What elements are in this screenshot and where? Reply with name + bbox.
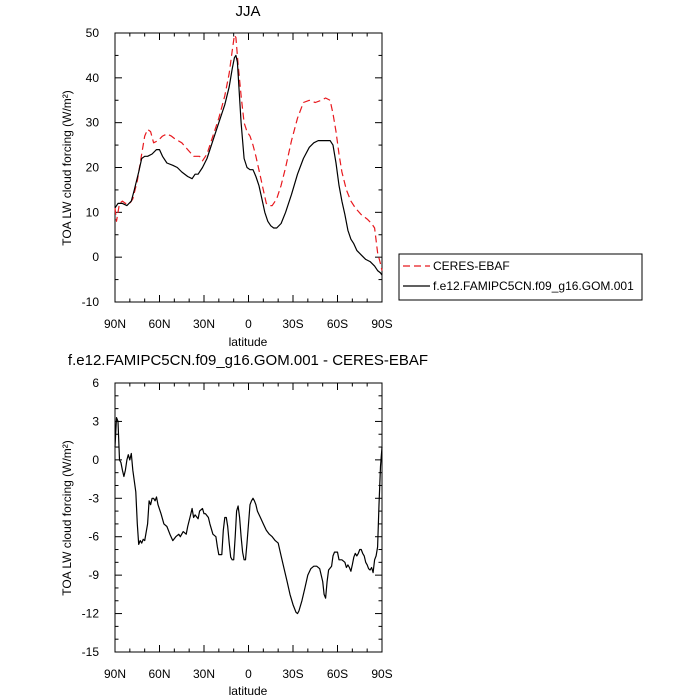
plot-frame xyxy=(114,32,383,303)
x-tick-label: 0 xyxy=(245,667,252,681)
y-tick-label: -12 xyxy=(82,607,100,621)
x-tick-label: 60N xyxy=(148,667,170,681)
y-tick-label: 3 xyxy=(92,414,99,428)
legend-label-ceres-ebaf: CERES-EBAF xyxy=(433,259,510,273)
x-tick-label: 0 xyxy=(245,317,252,331)
bottom-y-axis-label: TOA LW cloud forcing (W/m²) xyxy=(60,440,74,596)
y-tick-label: 20 xyxy=(86,161,100,175)
y-tick-label: 40 xyxy=(86,71,100,85)
y-tick-label: 6 xyxy=(92,376,99,390)
y-tick-label: -3 xyxy=(88,491,99,505)
y-tick-label: 0 xyxy=(92,250,99,264)
top-chart-title: JJA xyxy=(235,3,260,20)
x-tick-label: 60S xyxy=(327,317,348,331)
legend-label-model: f.e12.FAMIPC5CN.f09_g16.GOM.001 xyxy=(433,279,634,293)
y-tick-label: -9 xyxy=(88,568,99,582)
bottom-panel: f.e12.FAMIPC5CN.f09_g16.GOM.001 - CERES-… xyxy=(60,352,428,698)
top-y-axis-label: TOA LW cloud forcing (W/m²) xyxy=(60,90,74,246)
x-tick-label: 90N xyxy=(104,317,126,331)
y-tick-label: 50 xyxy=(86,26,100,40)
series-line-ceres-ebaf xyxy=(114,34,383,271)
y-tick-label: 10 xyxy=(86,205,100,219)
series-line-model xyxy=(114,54,383,276)
top-x-axis-label: latitude xyxy=(229,335,268,349)
x-tick-label: 90S xyxy=(371,317,392,331)
top-panel: JJA latitude TOA LW cloud forcing (W/m²)… xyxy=(60,3,393,349)
bottom-chart-title: f.e12.FAMIPC5CN.f09_g16.GOM.001 - CERES-… xyxy=(68,352,428,369)
x-tick-label: 60S xyxy=(327,667,348,681)
x-tick-label: 30S xyxy=(282,317,303,331)
x-tick-label: 90S xyxy=(371,667,392,681)
legend: CERES-EBAF f.e12.FAMIPC5CN.f09_g16.GOM.0… xyxy=(398,253,643,301)
x-tick-label: 30S xyxy=(282,667,303,681)
legend-box xyxy=(398,253,643,301)
difference-series-line xyxy=(114,417,383,615)
y-tick-label: -10 xyxy=(82,295,100,309)
x-tick-label: 30N xyxy=(193,317,215,331)
x-tick-label: 90N xyxy=(104,667,126,681)
y-tick-label: -6 xyxy=(88,530,99,544)
y-tick-label: -15 xyxy=(82,645,100,659)
y-tick-label: 0 xyxy=(92,453,99,467)
bottom-x-axis-label: latitude xyxy=(229,684,268,698)
x-tick-label: 60N xyxy=(148,317,170,331)
y-tick-label: 30 xyxy=(86,116,100,130)
x-tick-label: 30N xyxy=(193,667,215,681)
